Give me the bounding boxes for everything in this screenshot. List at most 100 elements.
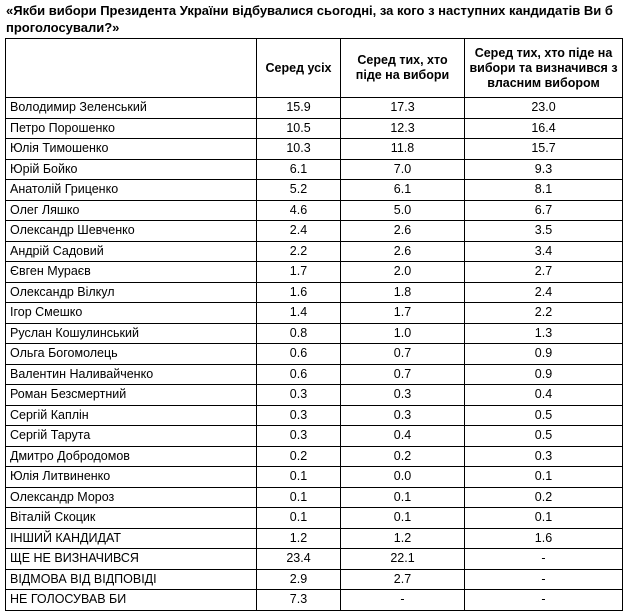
table-row: Петро Порошенко 10.5 12.3 16.4 (5, 117, 623, 139)
table-row: ВІДМОВА ВІД ВІДПОВІДІ 2.9 2.7- (5, 568, 623, 590)
value-cell: 3.5 (464, 220, 623, 242)
table-row: Олександр Мороз 0.1 0.1 0.2 (5, 486, 623, 508)
table-row: Юрій Бойко 6.1 7.0 9.3 (5, 158, 623, 180)
value-cell: 0.3 (256, 425, 341, 447)
value-cell: 0.2 (340, 445, 465, 467)
value-cell: 1.7 (256, 261, 341, 283)
results-table: Серед усіх Серед тих, хто піде на вибори С… (5, 38, 623, 611)
candidate-name: Дмитро Добродомов (5, 445, 257, 467)
table-row: НЕ ГОЛОСУВАВ БИ 7.3- - (5, 589, 623, 611)
value-cell: 0.7 (340, 363, 465, 385)
value-cell: 0.4 (340, 425, 465, 447)
value-cell: 6.7 (464, 199, 623, 221)
value-cell: 10.3 (256, 138, 341, 160)
value-cell: 16.4 (464, 117, 623, 139)
value-cell: 1.2 (256, 527, 341, 549)
value-cell: 0.6 (256, 363, 341, 385)
table-row: Віталій Скоцик 0.1 0.1 0.1 (5, 507, 623, 529)
value-cell: 1.3 (464, 322, 623, 344)
table-row: Ігор Смешко 1.4 1.7 2.2 (5, 302, 623, 324)
value-cell: 2.2 (256, 240, 341, 262)
value-cell: - (464, 548, 623, 570)
value-cell: 2.0 (340, 261, 465, 283)
candidate-name: Сергій Тарута (5, 425, 257, 447)
value-cell: 5.2 (256, 179, 341, 201)
value-cell: 0.1 (256, 486, 341, 508)
value-cell: 0.9 (464, 343, 623, 365)
candidate-name: Віталій Скоцик (5, 507, 257, 529)
candidate-name: Петро Порошенко (5, 117, 257, 139)
table-row: Андрій Садовий 2.2 2.6 3.4 (5, 240, 623, 262)
candidate-name: Олександр Вілкул (5, 281, 257, 303)
value-cell: 0.1 (256, 507, 341, 529)
value-cell: 5.0 (340, 199, 465, 221)
candidate-name: ЩЕ НЕ ВИЗНАЧИВСЯ (5, 548, 257, 570)
value-cell: 23.0 (464, 97, 623, 119)
value-cell: - (464, 589, 623, 611)
value-cell: 0.3 (256, 404, 341, 426)
value-cell: 0.7 (340, 343, 465, 365)
value-cell: 3.4 (464, 240, 623, 262)
table-row: Олег Ляшко 4.6 5.0 6.7 (5, 199, 623, 221)
value-cell: 2.7 (340, 568, 465, 590)
table-row: Сергій Тарута 0.3 0.4 0.5 (5, 425, 623, 447)
value-cell: 0.5 (464, 404, 623, 426)
value-cell: 11.8 (340, 138, 465, 160)
value-cell: 2.6 (340, 240, 465, 262)
value-cell: 1.2 (340, 527, 465, 549)
value-cell: 0.4 (464, 384, 623, 406)
value-cell: 2.4 (464, 281, 623, 303)
value-cell: 2.6 (340, 220, 465, 242)
value-cell: 8.1 (464, 179, 623, 201)
candidate-name: Валентин Наливайченко (5, 363, 257, 385)
value-cell: 2.2 (464, 302, 623, 324)
value-cell: 1.4 (256, 302, 341, 324)
value-cell: 0.3 (464, 445, 623, 467)
value-cell: 0.5 (464, 425, 623, 447)
candidate-name: Олександр Шевченко (5, 220, 257, 242)
candidate-name: Роман Безсмертний (5, 384, 257, 406)
title: «Якби вибори Президента України відбувал… (6, 3, 613, 35)
header-cell: Серед тих, хто піде на вибори та визначи… (464, 38, 623, 98)
candidate-name: Олександр Мороз (5, 486, 257, 508)
candidate-name: Юлія Литвиненко (5, 466, 257, 488)
candidate-name: Руслан Кошулинський (5, 322, 257, 344)
value-cell: 1.8 (340, 281, 465, 303)
value-cell: 0.6 (256, 343, 341, 365)
candidate-name: ВІДМОВА ВІД ВІДПОВІДІ (5, 568, 257, 590)
header-cell (5, 38, 257, 98)
value-cell: - (464, 568, 623, 590)
value-cell: 0.3 (256, 384, 341, 406)
header-cell: Серед тих, хто піде на вибори (340, 38, 465, 98)
value-cell: 7.3 (256, 589, 341, 611)
value-cell: 0.2 (464, 486, 623, 508)
value-cell: 0.8 (256, 322, 341, 344)
value-cell: 2.9 (256, 568, 341, 590)
table-row: Олександр Вілкул 1.6 1.8 2.4 (5, 281, 623, 303)
table-row: Валентин Наливайченко 0.6 0.7 0.9 (5, 363, 623, 385)
candidate-name: Володимир Зеленський (5, 97, 257, 119)
value-cell: 1.6 (256, 281, 341, 303)
header-cell: Серед усіх (256, 38, 341, 98)
value-cell: 2.4 (256, 220, 341, 242)
value-cell: 1.0 (340, 322, 465, 344)
value-cell: 12.3 (340, 117, 465, 139)
table-row: Володимир Зеленський 15.9 17.3 23.0 (5, 97, 623, 119)
candidate-name: Олег Ляшко (5, 199, 257, 221)
value-cell: 0.1 (464, 466, 623, 488)
table-row: Руслан Кошулинський 0.8 1.0 1.3 (5, 322, 623, 344)
table-row: Ольга Богомолець 0.6 0.7 0.9 (5, 343, 623, 365)
candidate-name: Ольга Богомолець (5, 343, 257, 365)
value-cell: 0.1 (340, 486, 465, 508)
value-cell: 0.9 (464, 363, 623, 385)
header-row: Серед усіх Серед тих, хто піде на вибори С… (5, 38, 623, 98)
table-row: Юлія Тимошенко 10.3 11.8 15.7 (5, 138, 623, 160)
value-cell: 10.5 (256, 117, 341, 139)
value-cell: 6.1 (256, 158, 341, 180)
candidate-name: Андрій Садовий (5, 240, 257, 262)
value-cell: 0.1 (464, 507, 623, 529)
table-row: Анатолій Гриценко 5.2 6.1 8.1 (5, 179, 623, 201)
value-cell: 4.6 (256, 199, 341, 221)
value-cell: 0.3 (340, 384, 465, 406)
value-cell: 7.0 (340, 158, 465, 180)
